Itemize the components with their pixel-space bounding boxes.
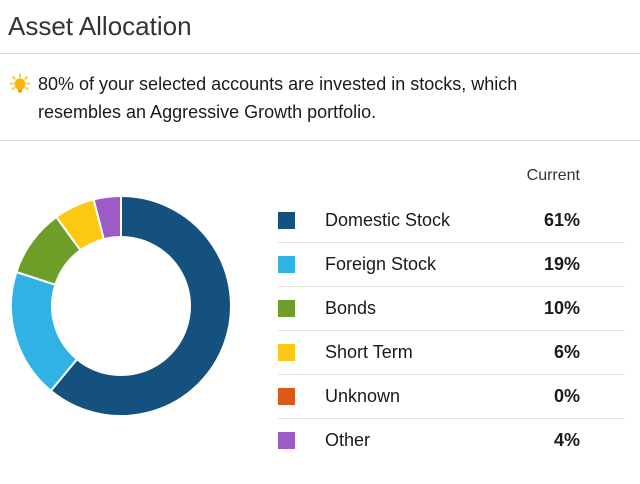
legend-value-bonds: 10% [543, 298, 580, 318]
legend-rows: Domestic Stock 61% Foreign Stock 19% Bonds 10… [278, 198, 625, 462]
donut-chart [10, 195, 232, 417]
legend-row-foreign-stock: Foreign Stock 19% [278, 242, 625, 286]
donut-chart-container [9, 194, 233, 418]
legend-label-short-term: Short Term [325, 342, 413, 362]
legend-swatch-unknown [278, 388, 295, 405]
legend-row-unknown: Unknown 0% [278, 374, 625, 418]
legend-value-unknown: 0% [553, 386, 580, 406]
legend-row-short-term: Short Term 6% [278, 330, 625, 374]
insight-banner: 80% of your selected accounts are invest… [0, 54, 640, 141]
donut-segment-domestic-stock[interactable] [49, 195, 232, 417]
current-column-header: Current [526, 167, 580, 184]
legend-value-other: 4% [553, 430, 580, 450]
legend-swatch-short-term [278, 344, 295, 361]
legend-row-other: Other 4% [278, 418, 625, 462]
insight-text: 80% of your selected accounts are invest… [38, 74, 518, 122]
legend-swatch-other [278, 432, 295, 449]
legend-label-unknown: Unknown [325, 386, 401, 406]
legend-label-foreign-stock: Foreign Stock [325, 254, 437, 274]
legend-swatch-domestic-stock [278, 211, 295, 229]
legend-swatch-bonds [278, 300, 295, 317]
legend-row-domestic-stock: Domestic Stock 61% [278, 198, 625, 242]
donut-segment-other[interactable] [92, 195, 122, 241]
allocation-legend: Current Domestic Stock 61% Foreign Stock 19… [278, 166, 625, 462]
legend-value-domestic-stock: 61% [543, 209, 580, 230]
legend-swatch-foreign-stock [278, 256, 295, 273]
page-title: Asset Allocation [8, 11, 192, 41]
legend-label-domestic-stock: Domestic Stock [325, 209, 451, 230]
page-header: Asset Allocation [0, 0, 640, 54]
lightbulb-icon [8, 73, 32, 102]
legend-row-bonds: Bonds 10% [278, 286, 625, 330]
legend-value-foreign-stock: 19% [543, 254, 580, 274]
legend-value-short-term: 6% [553, 342, 580, 362]
asset-allocation-chart-section: Current Domestic Stock 61% Foreign Stock 19… [0, 141, 640, 484]
legend-label-other: Other [325, 430, 371, 450]
legend-label-bonds: Bonds [325, 298, 377, 318]
